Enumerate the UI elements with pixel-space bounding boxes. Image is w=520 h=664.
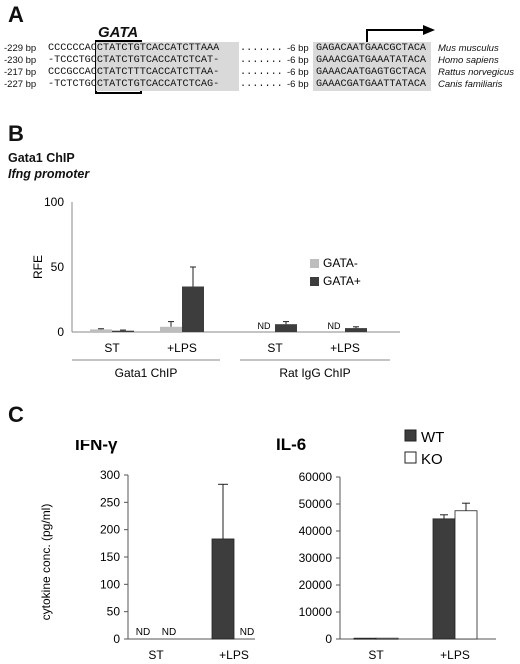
bar xyxy=(432,518,456,640)
promoter-title: Ifng promoter xyxy=(8,167,90,181)
bar xyxy=(160,326,182,332)
species-label: Rattus norvegicus xyxy=(438,67,515,78)
x-tick-label: ST xyxy=(267,341,283,355)
y-tick-label: 300 xyxy=(100,468,120,482)
y-axis-label: RFE xyxy=(31,255,45,279)
bar xyxy=(345,328,367,332)
legend-swatch xyxy=(310,259,319,268)
sequence-left: -TCTCTGCCTATCTGTCACCATCTCAG- xyxy=(48,79,220,90)
position-label: -230 bp xyxy=(4,55,37,66)
il6-bar-chart: IL-6 0 10000 20000 30000 40000 50000 60000 ST +LP… xyxy=(276,429,496,662)
y-tick-label: 20000 xyxy=(299,578,333,592)
bar xyxy=(375,637,399,640)
legend-label: GATA+ xyxy=(323,274,361,288)
bar xyxy=(275,324,297,332)
position-label: -227 bp xyxy=(4,79,37,90)
y-tick-label: 100 xyxy=(100,577,120,591)
panel-c-letter: C xyxy=(8,402,24,427)
chip-title: Gata1 ChIP xyxy=(8,151,75,165)
position-label: -229 bp xyxy=(4,43,37,54)
sequence-right: GAGACAATGAACGCTACA xyxy=(316,43,427,54)
legend-label: GATA- xyxy=(323,256,358,270)
bar xyxy=(353,637,377,640)
y-tick-label: 60000 xyxy=(299,470,333,484)
y-tick-label: 0 xyxy=(113,632,120,646)
gap-length: -6 bp xyxy=(287,79,309,90)
sequence-gap-dots: ....... xyxy=(240,55,283,66)
sequence-right: GAAACGATGAATTATACA xyxy=(316,79,427,90)
x-tick-label: +LPS xyxy=(440,648,470,662)
gap-length: -6 bp xyxy=(287,43,309,54)
bar xyxy=(454,510,478,640)
sequence-left: CCCGCCACCTATCTTTCACCATCTTAA- xyxy=(48,67,220,78)
y-tick-label: 30000 xyxy=(299,551,333,565)
panel-b-letter: B xyxy=(8,121,24,146)
legend-label: KO xyxy=(421,451,443,468)
x-tick-label: ST xyxy=(368,648,384,662)
species-label: Mus musculus xyxy=(438,43,499,54)
y-tick-label: 50 xyxy=(107,605,121,619)
nd-label: ND xyxy=(328,321,341,331)
y-tick-label: 10000 xyxy=(299,605,333,619)
x-tick-label: +LPS xyxy=(219,648,249,662)
nd-label: ND xyxy=(258,321,271,331)
nd-label: ND xyxy=(162,627,176,638)
sequence-gap-dots: ....... xyxy=(240,67,283,78)
x-tick-label: +LPS xyxy=(167,341,197,355)
conserved-region-right xyxy=(313,42,431,91)
nd-label: ND xyxy=(136,627,150,638)
sequence-gap-dots: ....... xyxy=(240,79,283,90)
sequence-left: CCCCCCACCTATCTGTCACCATCTTAAA xyxy=(48,43,220,54)
bar xyxy=(211,538,235,640)
transcription-start-arrow xyxy=(366,25,435,43)
group-label: Gata1 ChIP xyxy=(115,366,178,380)
y-tick-label: 50 xyxy=(51,260,65,274)
x-tick-label: ST xyxy=(148,648,164,662)
y-tick-label: 50000 xyxy=(299,497,333,511)
bar xyxy=(112,330,134,332)
y-tick-label: 250 xyxy=(100,495,120,509)
chip-bar-chart: 0 50 100 RFE ST +LPS ND ST ND +LPS Gata1 ChIP Rat I… xyxy=(31,195,400,380)
panel-a-letter: A xyxy=(8,2,24,27)
gata-motif-label: GATA xyxy=(98,24,139,41)
y-tick-label: 150 xyxy=(100,550,120,564)
y-tick-label: 40000 xyxy=(299,524,333,538)
y-tick-label: 200 xyxy=(100,523,120,537)
x-tick-label: ST xyxy=(104,341,120,355)
chart-title: IL-6 xyxy=(276,435,306,454)
group-label: Rat IgG ChIP xyxy=(279,366,350,380)
nd-label: ND xyxy=(240,627,254,638)
chart-title: IFN-γ xyxy=(75,440,118,454)
legend-swatch xyxy=(310,277,319,286)
conserved-region-left xyxy=(96,42,239,91)
y-tick-label: 0 xyxy=(325,632,332,646)
position-label: -217 bp xyxy=(4,67,37,78)
sequence-gap-dots: ....... xyxy=(240,43,283,54)
y-tick-label: 100 xyxy=(44,195,64,209)
y-tick-label: 0 xyxy=(57,325,64,339)
y-axis-label: cytokine conc. (pg/ml) xyxy=(39,504,53,621)
species-label: Canis familiaris xyxy=(438,79,503,90)
x-tick-label: +LPS xyxy=(330,341,360,355)
legend-label: WT xyxy=(421,429,444,446)
sequence-right: GAAACGATGAAATATACA xyxy=(316,55,427,66)
legend-swatch xyxy=(404,429,417,442)
sequence-right: GAAACAATGAGTGCTACA xyxy=(316,67,427,78)
bar xyxy=(90,329,112,332)
legend-swatch xyxy=(404,451,417,464)
ifng-bar-chart: IFN-γ 0 50 100 150 200 250 300 cytokine conc. (p… xyxy=(39,440,255,662)
sequence-left: -TCCCTGCCTATCTGTCACCATCTCAT- xyxy=(48,55,220,66)
gap-length: -6 bp xyxy=(287,55,309,66)
bar xyxy=(182,286,204,332)
gap-length: -6 bp xyxy=(287,67,309,78)
species-label: Homo sapiens xyxy=(438,55,499,66)
